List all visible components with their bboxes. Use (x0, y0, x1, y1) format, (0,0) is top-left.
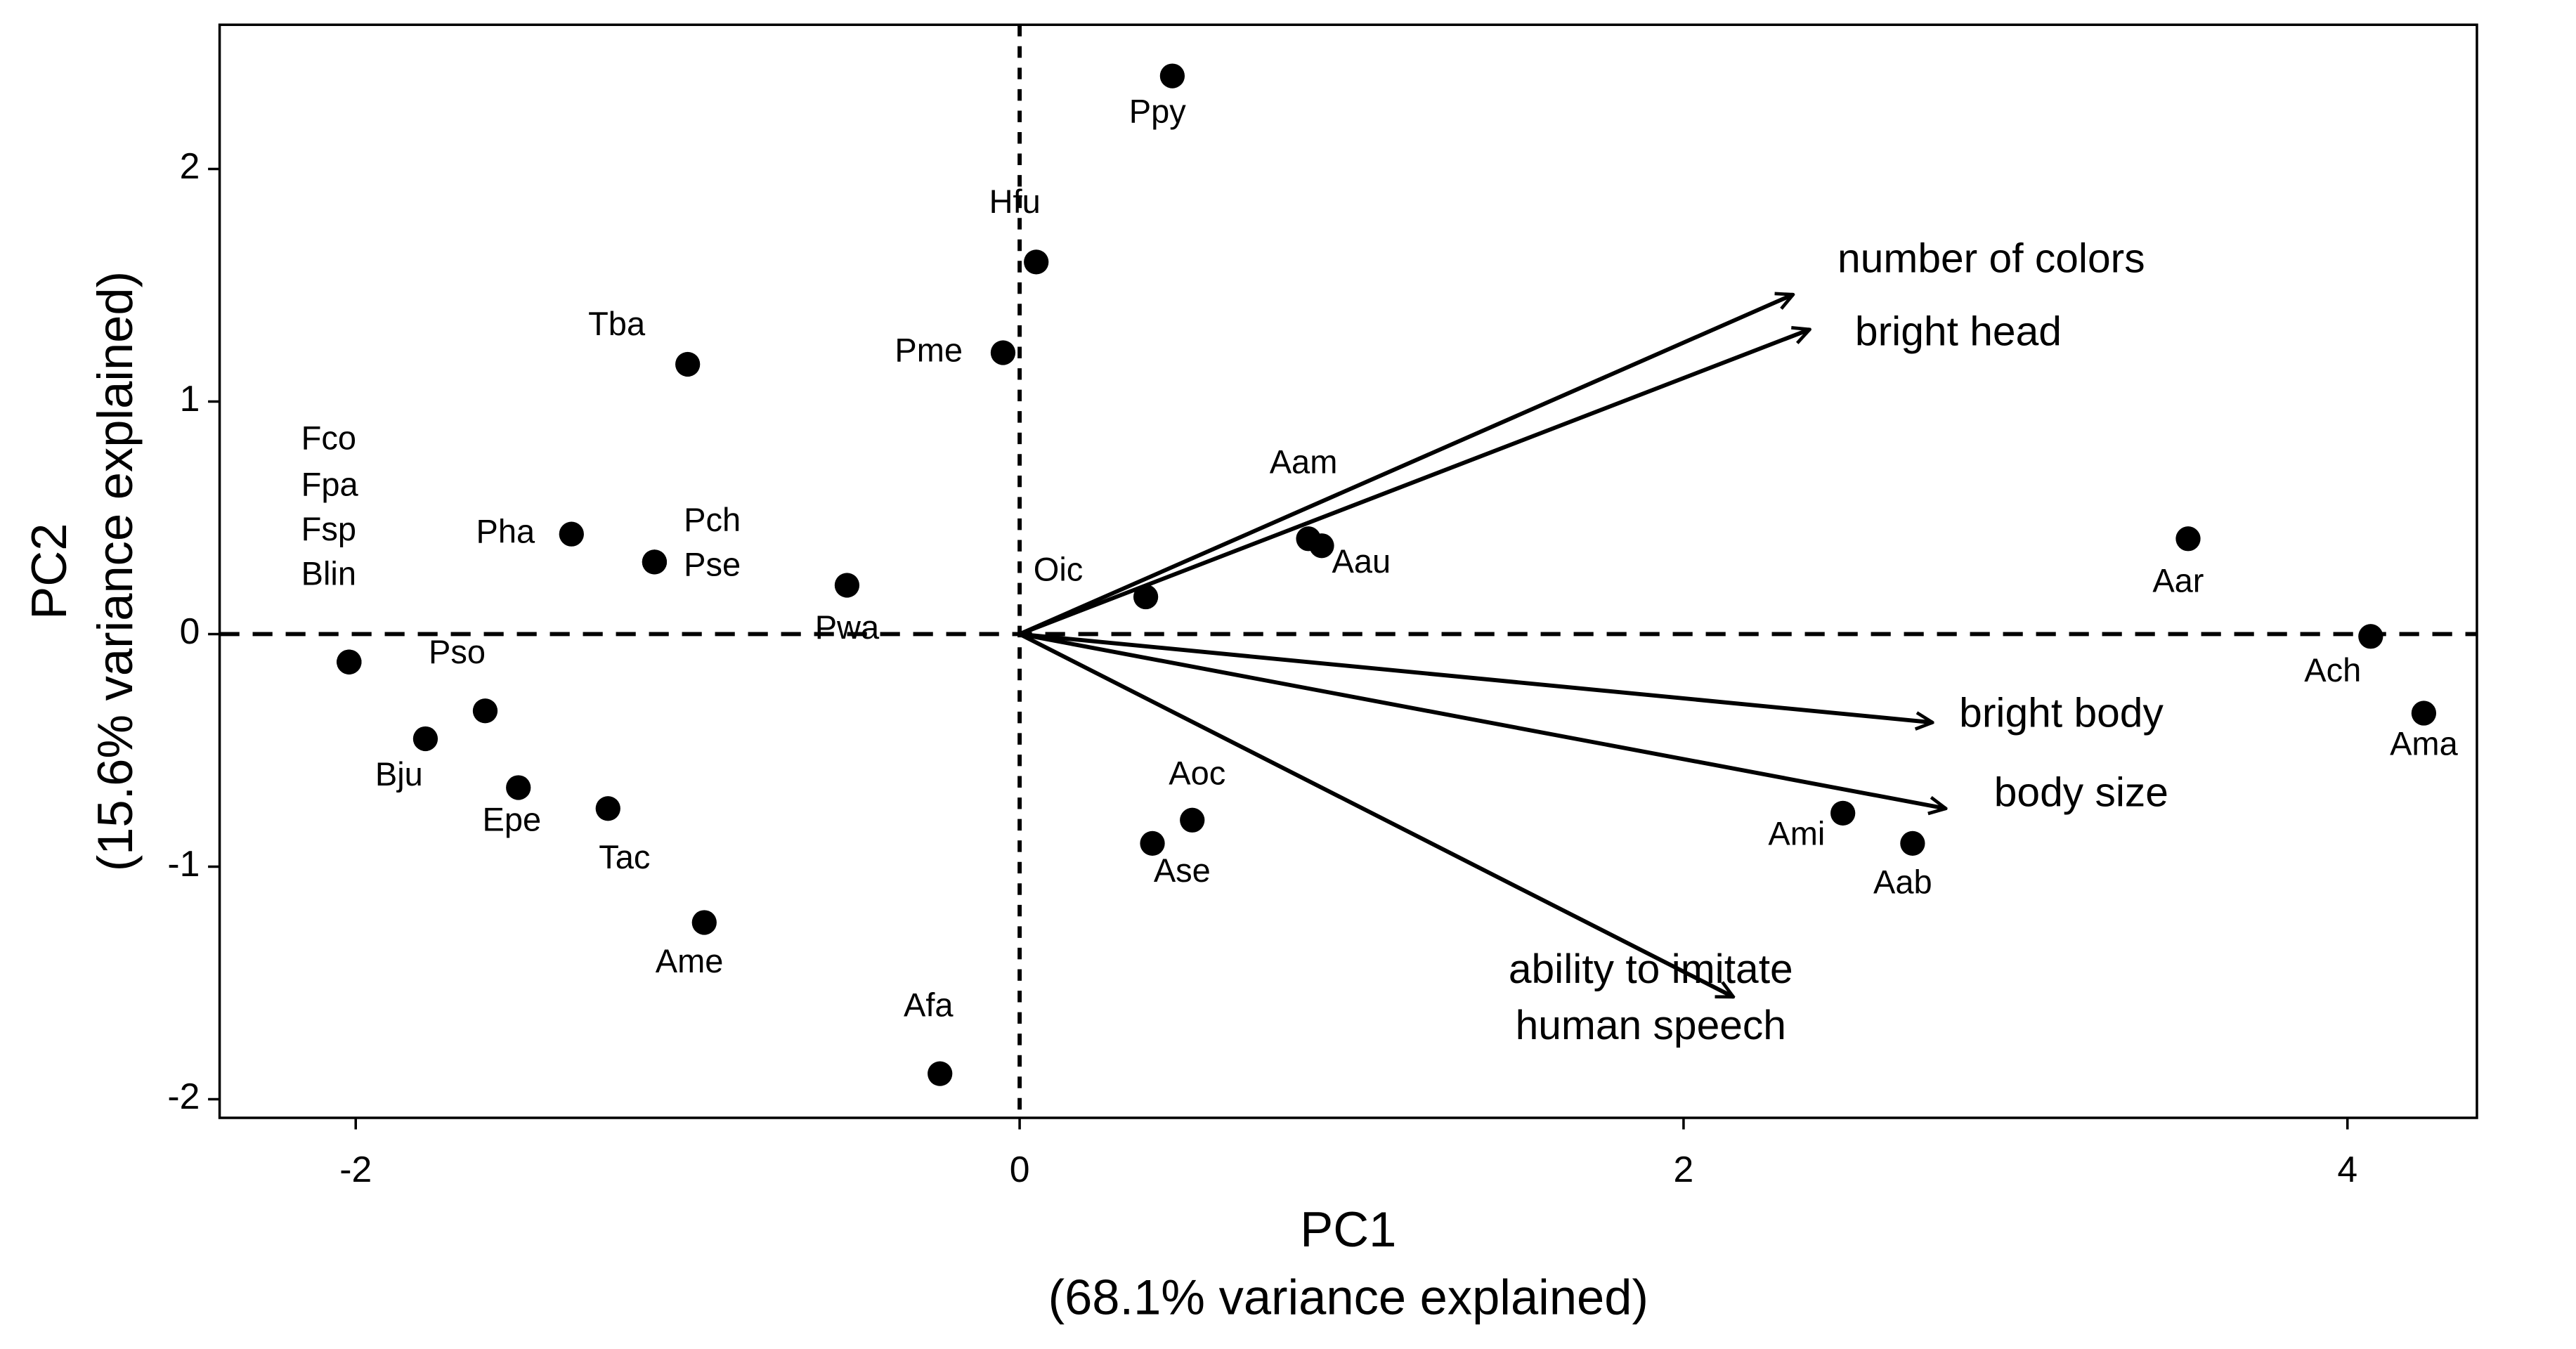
point-label: Pch (684, 501, 741, 538)
point-label: Pse (684, 545, 741, 582)
point (928, 1061, 953, 1086)
point (834, 573, 860, 598)
point-label: Ase (1154, 852, 1211, 889)
x-tick-label: 4 (2337, 1149, 2357, 1190)
point-label: Aau (1332, 542, 1391, 580)
y-axis-label: PC2 (21, 523, 77, 620)
point (1159, 63, 1185, 89)
point-label: Fco (301, 419, 356, 457)
point-label: Fpa (301, 466, 359, 503)
point (1309, 533, 1334, 559)
point (506, 775, 531, 800)
loading-label: body size (1994, 769, 2168, 815)
point-label: Pso (429, 633, 486, 670)
y-axis-label: (15.6% variance explained) (87, 271, 143, 871)
point (1133, 584, 1159, 610)
point-label: Ami (1768, 815, 1825, 852)
loading-arrow (1018, 294, 1793, 637)
point-label: Pha (476, 513, 535, 550)
loading-label: bright body (1959, 690, 2164, 736)
y-tick-label: 0 (180, 611, 200, 651)
point-label: Afa (904, 986, 954, 1024)
point-label: Pme (895, 331, 963, 368)
loading-label: human speech (1516, 1003, 1786, 1048)
point-label: Aar (2152, 562, 2204, 599)
point-label: Ama (2390, 724, 2458, 762)
point (2358, 624, 2383, 649)
loading-arrow (1019, 330, 1809, 637)
point-label: Aam (1270, 443, 1338, 480)
loading-arrow (1019, 632, 1932, 722)
y-tick-label: -2 (167, 1076, 200, 1116)
point (675, 351, 701, 377)
x-axis-label: PC1 (1300, 1201, 1396, 1257)
point-label: Ach (2304, 651, 2361, 689)
point (1900, 830, 1925, 856)
point-label: Bju (375, 755, 423, 793)
point (990, 340, 1016, 365)
x-tick-label: 0 (1010, 1149, 1030, 1190)
point-label: Epe (483, 801, 542, 838)
point (412, 726, 438, 752)
loading-arrow (1018, 632, 1733, 999)
point (1180, 807, 1205, 833)
point (472, 698, 498, 724)
point (1024, 249, 1049, 275)
point (642, 549, 668, 575)
loading-arrow (1019, 632, 1946, 808)
loading-label: bright head (1855, 308, 2062, 354)
x-axis-label: (68.1% variance explained) (1048, 1269, 1648, 1324)
point-label: Fsp (301, 510, 356, 547)
point-label: Ame (656, 942, 724, 979)
point-label: Pwa (815, 608, 880, 646)
x-tick-label: -2 (339, 1149, 372, 1190)
point-label: Hfu (989, 183, 1041, 220)
y-tick-label: -1 (167, 843, 200, 884)
point (337, 649, 362, 674)
point-label: Aab (1873, 864, 1932, 901)
point (1830, 800, 1856, 826)
loading-label: number of colors (1837, 236, 2145, 282)
x-tick-label: 2 (1674, 1149, 1694, 1190)
point-label: Ppy (1129, 93, 1186, 130)
point (2411, 700, 2437, 726)
point (595, 796, 620, 821)
point-label: Tba (588, 305, 646, 342)
point-label: Oic (1034, 551, 1083, 588)
point-label: Aoc (1169, 754, 1225, 791)
point (1140, 830, 1165, 856)
y-tick-label: 2 (180, 145, 200, 186)
point-label: Tac (599, 838, 650, 875)
plot-frame (218, 23, 2478, 1119)
point (559, 521, 584, 547)
point-label: Blin (301, 554, 356, 592)
point (2175, 526, 2201, 552)
y-tick-label: 1 (180, 378, 200, 419)
point (691, 910, 717, 935)
loading-label: ability to imitate (1509, 946, 1793, 992)
